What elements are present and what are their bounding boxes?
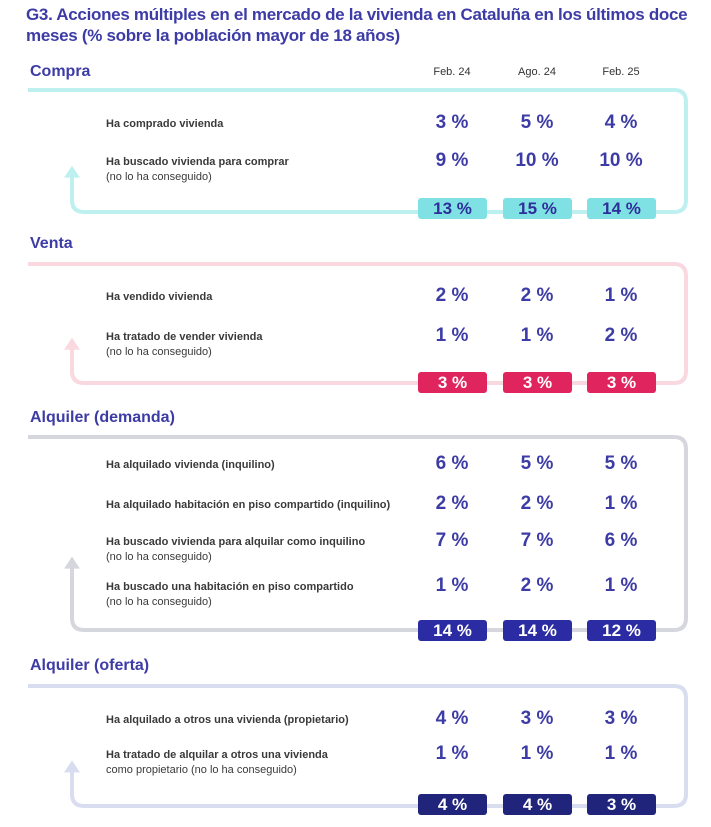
total-badge: 3 % (418, 372, 487, 393)
row-value: 6 % (604, 530, 638, 551)
row-label: Ha comprado vivienda (106, 117, 223, 132)
arrow-up-icon (64, 760, 80, 773)
row-value: 7 % (435, 530, 469, 551)
row-label: Ha buscado una habitación en piso compar… (106, 580, 354, 610)
column-header: Feb. 25 (602, 66, 640, 78)
row-label-note: (no lo ha conseguido) (106, 346, 212, 358)
total-badge: 12 % (587, 620, 656, 641)
row-label-main: Ha buscado vivienda para alquilar como i… (106, 536, 366, 548)
row-label-note: (no lo ha conseguido) (106, 171, 212, 183)
row-value: 5 % (520, 112, 554, 133)
arrow-up-icon (64, 556, 80, 569)
loop-line (28, 435, 688, 632)
row-label-note: (no lo ha conseguido) (106, 596, 212, 608)
row-label: Ha buscado vivienda para alquilar como i… (106, 535, 365, 565)
total-badge: 14 % (587, 198, 656, 219)
row-value: 3 % (604, 708, 638, 729)
arrow-up-icon (64, 337, 80, 350)
loop-line (28, 262, 688, 385)
row-label: Ha tratado de alquilar a otros una vivie… (106, 748, 328, 778)
total-badge: 14 % (418, 620, 487, 641)
total-badge: 3 % (587, 794, 656, 815)
row-label: Ha tratado de vender vivienda (no lo ha c… (106, 330, 263, 360)
total-badge: 4 % (503, 794, 572, 815)
arrow-up-icon (64, 165, 80, 178)
loop-line (28, 684, 688, 808)
row-label: Ha vendido vivienda (106, 290, 212, 305)
row-value: 1 % (520, 325, 554, 346)
row-label-main: Ha tratado de vender vivienda (106, 331, 263, 343)
section-title: Compra (30, 63, 91, 80)
row-label-main: Ha tratado de alquilar a otros una vivie… (106, 749, 328, 761)
section-title: Alquiler (oferta) (30, 657, 150, 674)
row-value: 6 % (435, 453, 469, 474)
row-label-main: Ha buscado una habitación en piso compar… (106, 581, 354, 593)
row-label-main: Ha vendido vivienda (106, 291, 213, 303)
row-label-main: Ha alquilado vivienda (inquilino) (106, 459, 275, 471)
row-label-main: Ha buscado vivienda para comprar (106, 156, 289, 168)
row-value: 3 % (520, 708, 554, 729)
row-value: 2 % (520, 575, 554, 596)
row-label: Ha alquilado habitación en piso comparti… (106, 498, 390, 513)
row-label-main: Ha alquilado habitación en piso comparti… (106, 499, 391, 511)
loop-line (28, 88, 688, 214)
row-value: 2 % (435, 285, 469, 306)
total-badge: 3 % (503, 372, 572, 393)
total-badge: 14 % (503, 620, 572, 641)
row-value: 1 % (604, 743, 638, 764)
row-value: 5 % (520, 453, 554, 474)
row-value: 9 % (435, 150, 469, 171)
row-value: 1 % (604, 285, 638, 306)
column-header: Ago. 24 (518, 66, 556, 78)
total-badge: 4 % (418, 794, 487, 815)
row-label-note: (no lo ha conseguido) (106, 551, 212, 563)
row-value: 1 % (435, 575, 469, 596)
row-label-main: Ha alquilado a otros una vivienda (propi… (106, 714, 349, 726)
column-header: Feb. 24 (433, 66, 471, 78)
row-value: 10 % (599, 150, 643, 171)
row-value: 2 % (520, 285, 554, 306)
row-value: 7 % (520, 530, 554, 551)
row-label-note: como propietario (no lo ha conseguido) (106, 764, 297, 776)
total-badge: 15 % (503, 198, 572, 219)
row-value: 2 % (435, 493, 469, 514)
total-badge: 3 % (587, 372, 656, 393)
row-value: 4 % (604, 112, 638, 133)
row-label: Ha alquilado a otros una vivienda (propi… (106, 713, 349, 728)
row-value: 1 % (604, 493, 638, 514)
row-value: 1 % (435, 743, 469, 764)
row-value: 1 % (604, 575, 638, 596)
row-value: 3 % (435, 112, 469, 133)
row-label-main: Ha comprado vivienda (106, 118, 224, 130)
row-value: 2 % (520, 493, 554, 514)
row-label: Ha alquilado vivienda (inquilino) (106, 458, 275, 473)
row-value: 5 % (604, 453, 638, 474)
row-label: Ha buscado vivienda para comprar (no lo h… (106, 155, 289, 185)
row-value: 1 % (520, 743, 554, 764)
section-title: Venta (30, 235, 73, 252)
row-value: 10 % (515, 150, 559, 171)
total-badge: 13 % (418, 198, 487, 219)
chart-title: G3. Acciones múltiples en el mercado de … (26, 5, 688, 45)
row-value: 4 % (435, 708, 469, 729)
section-title: Alquiler (demanda) (30, 409, 175, 426)
row-value: 2 % (604, 325, 638, 346)
row-value: 1 % (435, 325, 469, 346)
